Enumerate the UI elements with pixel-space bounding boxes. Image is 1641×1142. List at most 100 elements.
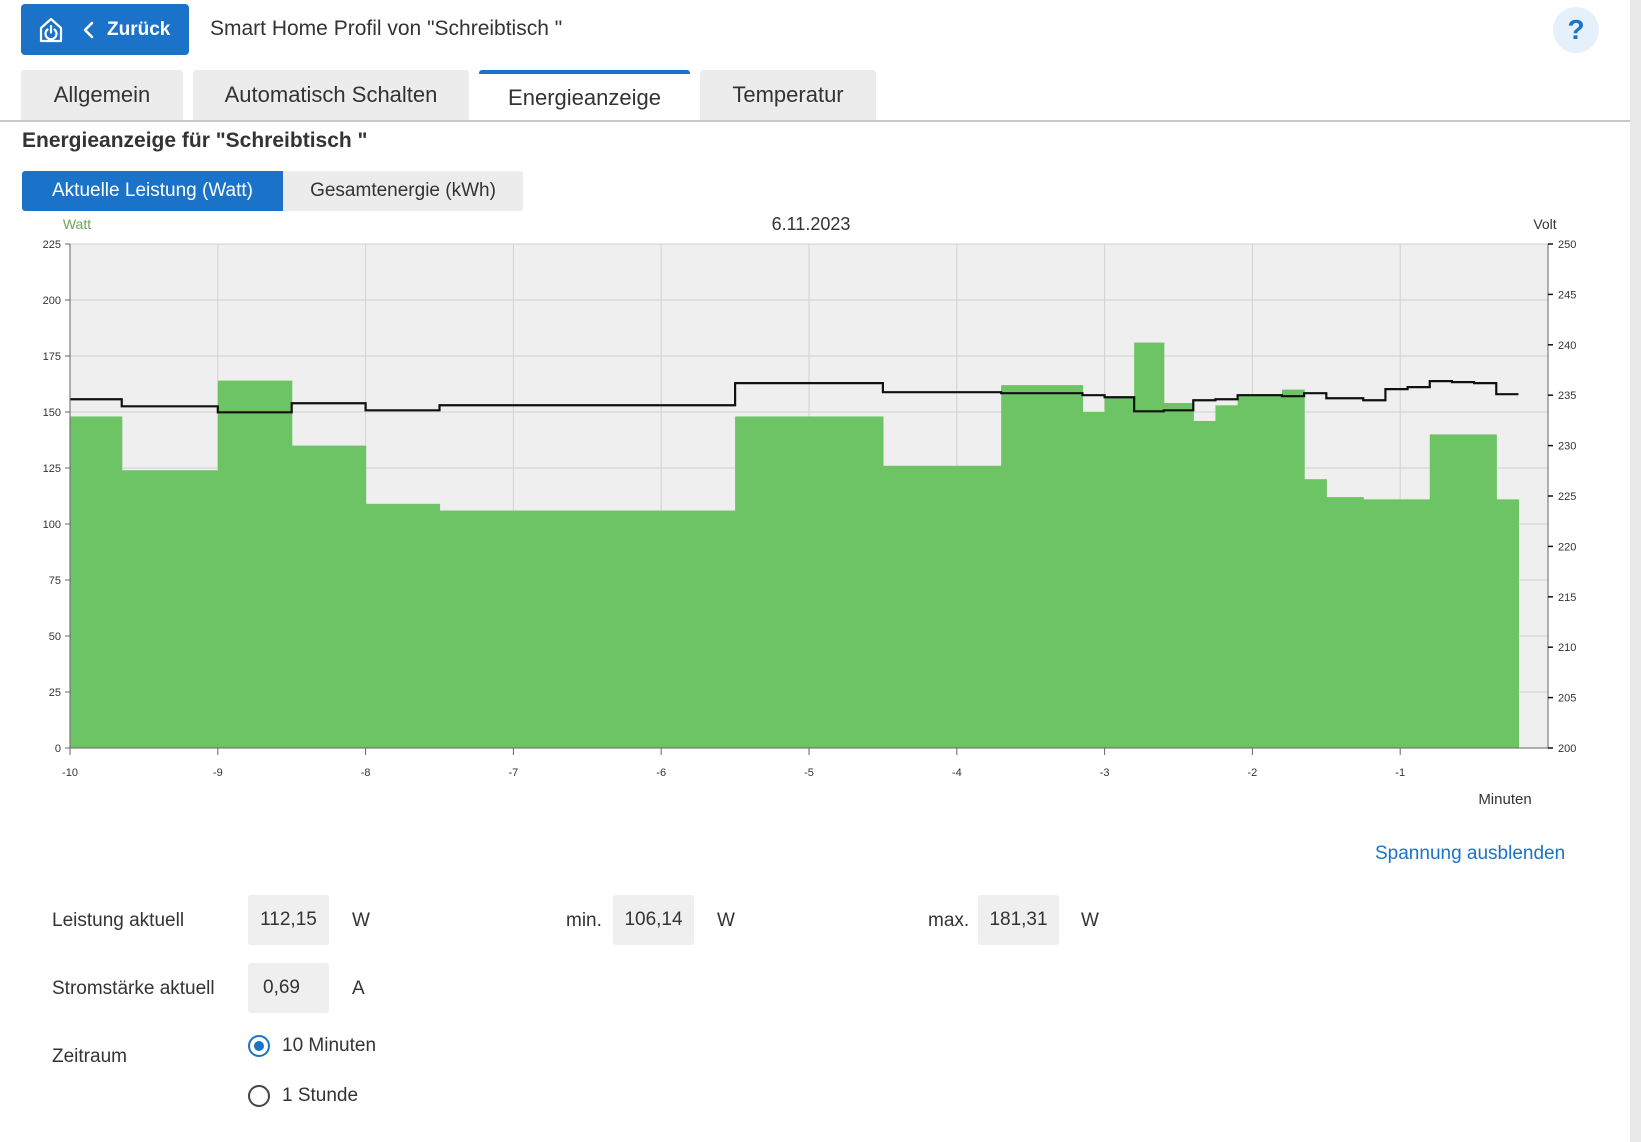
tab-energieanzeige[interactable]: Energieanzeige xyxy=(479,70,690,122)
view-toggle: Aktuelle Leistung (Watt) Gesamtenergie (… xyxy=(22,171,523,211)
y-tick-label-left: 225 xyxy=(43,239,61,251)
period-option-10min[interactable]: 10 Minuten xyxy=(248,1035,376,1057)
power-bar xyxy=(1429,434,1475,748)
page-title: Smart Home Profil von "Schreibtisch " xyxy=(210,17,563,40)
period-label: Zeitraum xyxy=(52,1046,127,1067)
x-tick-label: -2 xyxy=(1248,767,1258,779)
power-icon xyxy=(39,17,63,42)
tab-allgemein[interactable]: Allgemein xyxy=(21,70,183,120)
power-current-unit: W xyxy=(352,910,370,931)
x-tick-label: -10 xyxy=(62,767,78,779)
x-tick-label: -8 xyxy=(361,767,371,779)
power-bar xyxy=(1326,497,1364,748)
x-tick-label: -9 xyxy=(213,767,223,779)
y-tick-label-right: 250 xyxy=(1558,239,1576,251)
y-tick-label-right: 200 xyxy=(1558,743,1576,755)
y-tick-label-right: 220 xyxy=(1558,541,1576,553)
power-bar xyxy=(1215,405,1239,748)
min-value: 106,14 xyxy=(613,895,694,945)
y-tick-label-left: 25 xyxy=(49,687,61,699)
min-unit: W xyxy=(717,910,735,931)
x-tick-label: -1 xyxy=(1395,767,1405,779)
y-tick-label-left: 125 xyxy=(43,463,61,475)
y-tick-label-left: 50 xyxy=(49,631,61,643)
y-axis-label-volt: Volt xyxy=(1533,216,1556,232)
min-label: min. xyxy=(566,910,602,931)
y-tick-label-left: 175 xyxy=(43,351,61,363)
power-bar xyxy=(1407,499,1431,748)
radio-unchecked-icon[interactable] xyxy=(248,1085,270,1107)
max-unit: W xyxy=(1081,910,1099,931)
period-option-label: 1 Stunde xyxy=(282,1085,359,1106)
period-option-1h[interactable]: 1 Stunde xyxy=(248,1085,358,1107)
axes xyxy=(65,243,1553,755)
tab-bar: Allgemein Automatisch Schalten Energiean… xyxy=(0,70,1630,122)
back-button[interactable]: Zurück xyxy=(21,4,189,55)
power-bar xyxy=(1385,499,1409,748)
power-bar xyxy=(1281,389,1305,748)
x-tick-label: -5 xyxy=(804,767,814,779)
power-bar xyxy=(1163,403,1194,748)
y-tick-label-left: 200 xyxy=(43,295,61,307)
power-bar xyxy=(1001,385,1084,748)
chevron-left-icon xyxy=(83,21,94,38)
y-tick-label-left: 100 xyxy=(43,519,61,531)
y-tick-label-right: 205 xyxy=(1558,693,1576,705)
power-bars xyxy=(70,342,1520,748)
current-unit: A xyxy=(352,978,365,999)
power-bar xyxy=(1474,434,1497,748)
x-tick-label: -7 xyxy=(509,767,519,779)
header: Zurück Smart Home Profil von "Schreibtis… xyxy=(0,0,1641,60)
tab-divider xyxy=(0,120,1630,122)
power-bar xyxy=(1104,396,1135,748)
y-tick-label-right: 240 xyxy=(1558,340,1576,352)
toggle-current-power[interactable]: Aktuelle Leistung (Watt) xyxy=(22,171,283,211)
y-tick-label-right: 210 xyxy=(1558,642,1576,654)
help-button[interactable]: ? xyxy=(1553,7,1599,53)
power-bar xyxy=(121,470,219,748)
power-bar xyxy=(365,503,441,748)
power-bar xyxy=(735,416,884,748)
power-bar xyxy=(1496,499,1520,748)
power-bar xyxy=(1082,412,1106,748)
radio-checked-icon[interactable] xyxy=(248,1035,270,1057)
energy-chart: 0 25 50 75 100 125 150 175 200 225 200 205 210 215 220… xyxy=(43,214,1577,808)
max-value: 181,31 xyxy=(978,895,1059,945)
y-tick-label-left: 0 xyxy=(55,743,61,755)
x-tick-label: -4 xyxy=(952,767,962,779)
section-title: Energieanzeige für "Schreibtisch " xyxy=(22,129,368,152)
tick-labels: 0 25 50 75 100 125 150 175 200 225 200 205 210 215 220… xyxy=(43,239,1577,779)
x-tick-label: -6 xyxy=(656,767,666,779)
toggle-total-energy[interactable]: Gesamtenergie (kWh) xyxy=(283,171,523,211)
current-value: 0,69 xyxy=(248,963,329,1013)
back-button-label: Zurück xyxy=(107,18,171,40)
y-tick-label-right: 235 xyxy=(1558,390,1576,402)
power-current-label: Leistung aktuell xyxy=(52,910,185,931)
max-label: max. xyxy=(928,910,970,931)
hide-voltage-link[interactable]: Spannung ausblenden xyxy=(1375,843,1566,864)
power-bar xyxy=(1363,499,1387,748)
x-tick-label: -3 xyxy=(1100,767,1110,779)
x-axis-label: Minuten xyxy=(1478,791,1531,808)
y-tick-label-right: 225 xyxy=(1558,491,1576,503)
y-axis-label-watt: Watt xyxy=(63,216,91,232)
power-current-value: 112,15 xyxy=(248,895,329,945)
scrollbar[interactable] xyxy=(1630,0,1641,1142)
power-bar xyxy=(217,380,293,748)
y-tick-label-right: 245 xyxy=(1558,289,1576,301)
voltage-line xyxy=(70,379,1519,414)
power-bar xyxy=(1134,342,1165,748)
y-tick-label-left: 150 xyxy=(43,407,61,419)
y-tick-label-left: 75 xyxy=(49,575,61,587)
chart-title: 6.11.2023 xyxy=(772,214,851,234)
tab-automatisch-schalten[interactable]: Automatisch Schalten xyxy=(193,70,469,120)
power-bar xyxy=(1237,394,1283,748)
y-tick-label-right: 215 xyxy=(1558,592,1576,604)
tab-temperatur[interactable]: Temperatur xyxy=(700,70,876,120)
power-bar xyxy=(882,465,1002,748)
power-bar xyxy=(1304,479,1327,748)
y-tick-label-right: 230 xyxy=(1558,441,1576,453)
power-bar xyxy=(291,445,367,748)
current-label: Stromstärke aktuell xyxy=(52,978,215,999)
period-option-label: 10 Minuten xyxy=(282,1035,377,1056)
